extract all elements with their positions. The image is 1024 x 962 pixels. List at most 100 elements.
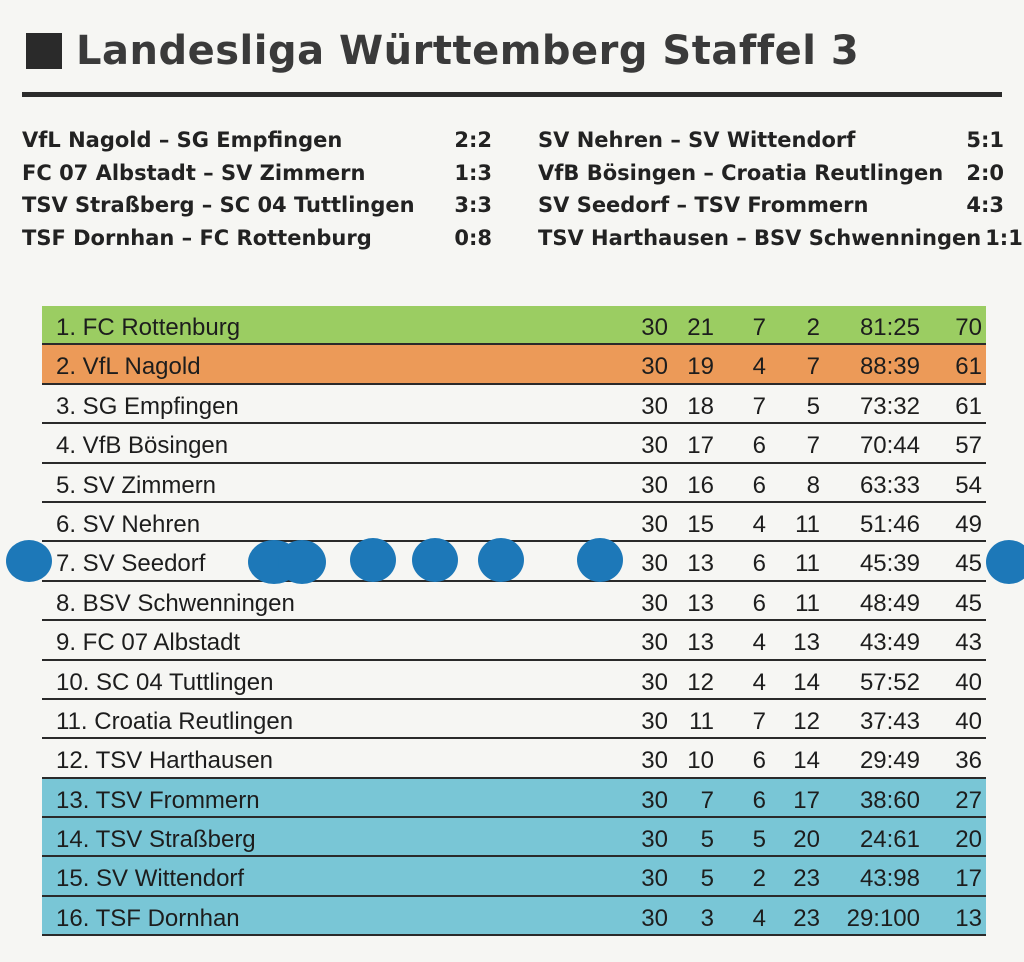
goal-ratio: 73:32	[859, 392, 920, 420]
result-row: TSV Harthausen – BSV Schwenningen 1:1	[538, 226, 1023, 259]
result-row: VfL Nagold – SG Empfingen 2:2	[22, 128, 492, 161]
standings-table: 1. FC Rottenburg 30 21 7 2 81:25 70 2. VfL Nago…	[42, 306, 986, 937]
table-row: 10. SC 04 Tuttlingen 30 12 4 14 57:52 40	[42, 661, 986, 700]
title-divider	[22, 92, 1002, 97]
team-name: 11. Croatia Reutlingen	[56, 707, 294, 735]
team-name: 6. SV Nehren	[56, 510, 201, 538]
losses: 8	[806, 471, 820, 499]
draws: 6	[752, 747, 766, 775]
games-played: 30	[641, 353, 668, 381]
goal-ratio: 38:60	[859, 786, 920, 814]
team-name: 9. FC 07 Albstadt	[56, 629, 241, 657]
result-match: VfB Bösingen – Croatia Reutlingen	[538, 160, 944, 185]
points: 36	[955, 747, 982, 775]
points: 49	[955, 510, 982, 538]
points: 61	[955, 353, 982, 381]
team-name: 2. VfL Nagold	[56, 353, 201, 381]
games-played: 30	[641, 471, 668, 499]
results-list-left: VfL Nagold – SG Empfingen 2:2 FC 07 Albsta…	[22, 128, 492, 258]
points: 40	[955, 707, 982, 735]
goal-ratio: 63:33	[859, 471, 920, 499]
table-row: 5. SV Zimmern 30 16 6 8 63:33 54	[42, 464, 986, 503]
draws: 6	[752, 550, 766, 578]
goal-ratio: 81:25	[859, 314, 920, 341]
wins: 5	[700, 865, 714, 893]
team-name: 14. TSV Straßberg	[56, 826, 256, 854]
games-played: 30	[641, 786, 668, 814]
draws: 2	[752, 865, 766, 893]
result-match: SV Nehren – SV Wittendorf	[538, 128, 856, 152]
draws: 6	[752, 432, 766, 460]
result-row: SV Seedorf – TSV Frommern 4:3	[538, 193, 1004, 226]
draws: 6	[752, 786, 766, 814]
marker-dot	[986, 540, 1024, 584]
table-row: 3. SG Empfingen 30 18 7 5 73:32 61	[42, 385, 986, 425]
result-match: TSV Straßberg – SC 04 Tuttlingen	[22, 193, 415, 217]
marker-dot	[350, 538, 396, 582]
results-list-right: SV Nehren – SV Wittendorf 5:1 VfB Bösingen…	[538, 128, 1023, 259]
result-row: FC 07 Albstadt – SV Zimmern 1:3	[22, 161, 492, 194]
draws: 4	[752, 510, 766, 538]
goal-ratio: 43:98	[859, 865, 920, 893]
draws: 6	[752, 471, 766, 499]
result-row: VfB Bösingen – Croatia Reutlingen 2:0	[538, 161, 1004, 194]
table-row: 11. Croatia Reutlingen 30 11 7 12 37:43 40	[42, 700, 986, 740]
losses: 23	[793, 865, 820, 893]
goal-ratio: 24:61	[859, 826, 920, 854]
goal-ratio: 45:39	[859, 550, 920, 578]
result-match: SV Seedorf – TSV Frommern	[538, 193, 869, 217]
header: Landesliga Württemberg Staffel 3	[26, 28, 859, 74]
goal-ratio: 57:52	[859, 668, 920, 696]
wins: 21	[687, 314, 714, 341]
team-name: 7. SV Seedorf	[56, 550, 206, 578]
games-played: 30	[641, 865, 668, 893]
losses: 12	[793, 707, 820, 735]
draws: 4	[752, 353, 766, 381]
losses: 20	[793, 826, 820, 854]
losses: 14	[793, 668, 820, 696]
team-name: 4. VfB Bösingen	[56, 432, 229, 460]
goal-ratio: 51:46	[859, 510, 920, 538]
result-match: FC 07 Albstadt – SV Zimmern	[22, 160, 366, 185]
goal-ratio: 29:49	[859, 747, 920, 775]
losses: 7	[806, 353, 820, 381]
wins: 11	[689, 707, 714, 735]
wins: 12	[687, 668, 714, 696]
result-score: 1:3	[454, 160, 492, 185]
points: 13	[955, 904, 982, 932]
title-square-icon	[26, 33, 62, 69]
games-played: 30	[641, 550, 668, 578]
points: 40	[955, 668, 982, 696]
goal-ratio: 70:44	[859, 432, 920, 460]
table-row: 12. TSV Harthausen 30 10 6 14 29:49 36	[42, 739, 986, 779]
wins: 7	[700, 786, 714, 814]
games-played: 30	[641, 510, 668, 538]
table-row: 15. SV Wittendorf 30 5 2 23 43:98 17	[42, 857, 986, 897]
losses: 5	[806, 392, 820, 420]
points: 45	[955, 589, 982, 617]
points: 61	[955, 392, 982, 420]
table-row: 8. BSV Schwenningen 30 13 6 11 48:49 45	[42, 582, 986, 622]
wins: 16	[687, 471, 714, 499]
marker-dot	[478, 538, 524, 582]
team-name: 10. SC 04 Tuttlingen	[56, 668, 274, 696]
draws: 6	[752, 589, 766, 617]
losses: 11	[795, 510, 820, 538]
team-name: 1. FC Rottenburg	[56, 314, 241, 341]
table-row: 14. TSV Straßberg 30 5 5 20 24:61 20	[42, 818, 986, 858]
games-played: 30	[641, 747, 668, 775]
goal-ratio: 37:43	[859, 707, 920, 735]
wins: 15	[687, 510, 714, 538]
games-played: 30	[641, 392, 668, 420]
table-row: 6. SV Nehren 30 15 4 11 51:46 49	[42, 503, 986, 543]
points: 43	[955, 629, 982, 657]
wins: 13	[687, 589, 714, 617]
games-played: 30	[641, 629, 668, 657]
table-row: 1. FC Rottenburg 30 21 7 2 81:25 70	[42, 306, 986, 346]
losses: 14	[793, 747, 820, 775]
result-score: 3:3	[454, 193, 492, 217]
points: 27	[955, 786, 982, 814]
games-played: 30	[641, 432, 668, 460]
table-row: 13. TSV Frommern 30 7 6 17 38:60 27	[42, 778, 986, 819]
table-row: 2. VfL Nagold 30 19 4 7 88:39 61	[42, 345, 986, 385]
